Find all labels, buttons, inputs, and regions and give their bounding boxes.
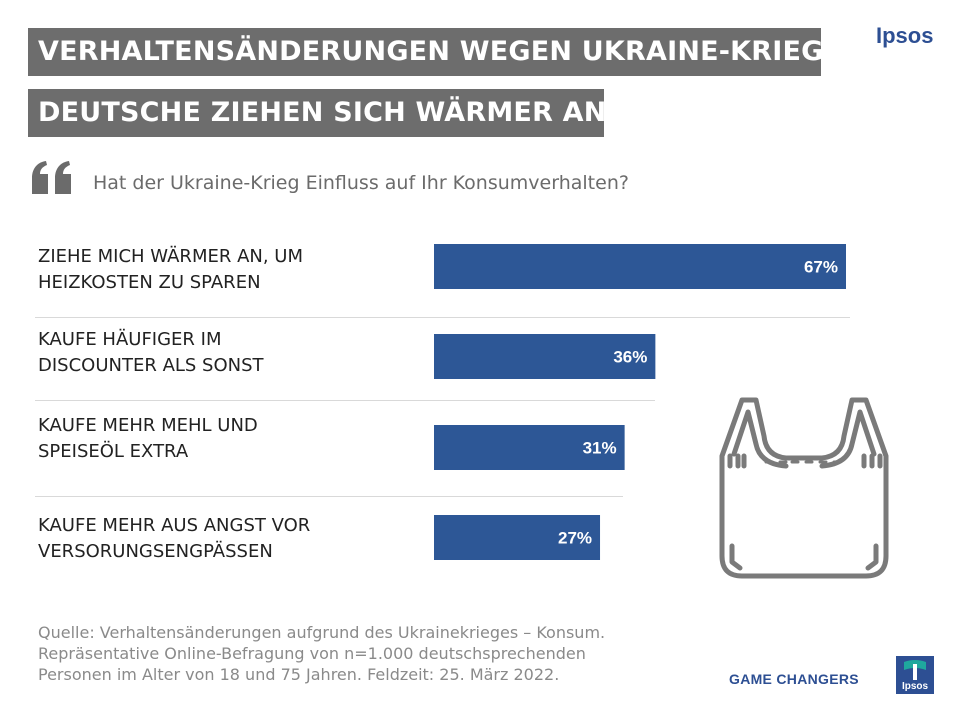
bar-value-label-4: 27% (558, 529, 592, 548)
category-label-1: ZIEHE MICH WÄRMER AN, UM HEIZKOSTEN ZU S… (38, 244, 418, 296)
title-line-1: VERHALTENSÄNDERUNGEN WEGEN UKRAINE-KRIEG (28, 28, 823, 76)
ipsos-logo-icon: Ipsos (896, 656, 934, 694)
bar-value-label-1: 67% (804, 258, 838, 277)
row-divider-1 (35, 317, 850, 318)
survey-question: Hat der Ukraine-Krieg Einfluss auf Ihr K… (93, 172, 629, 194)
category-label-3: KAUFE MEHR MEHL UND SPEISEÖL EXTRA (38, 413, 418, 465)
category-label-2-line1: KAUFE HÄUFIGER IM (38, 329, 222, 350)
source-note: Quelle: Verhaltensänderungen aufgrund de… (38, 622, 678, 685)
category-label-4: KAUFE MEHR AUS ANGST VOR VERSORUNGSENGPÄ… (38, 513, 418, 565)
bar-2 (434, 334, 656, 379)
ipsos-logo-label: Ipsos (902, 681, 929, 692)
bar-value-label-3: 31% (583, 439, 617, 458)
category-label-1-line1: ZIEHE MICH WÄRMER AN, UM (38, 246, 303, 267)
source-line-2: Repräsentative Online-Befragung von n=1.… (38, 644, 586, 663)
title-line-2: DEUTSCHE ZIEHEN SICH WÄRMER AN (28, 89, 606, 137)
source-line-1: Quelle: Verhaltensänderungen aufgrund de… (38, 623, 606, 642)
category-label-2: KAUFE HÄUFIGER IM DISCOUNTER ALS SONST (38, 327, 418, 379)
bar-4 (434, 515, 601, 560)
category-label-3-line2: SPEISEÖL EXTRA (38, 441, 189, 462)
quote-icon (32, 161, 71, 194)
ipsos-logo-text: Ipsos (876, 23, 934, 48)
category-label-4-line2: VERSORUNGSENGPÄSSEN (38, 541, 273, 562)
shopping-bag-icon (719, 397, 889, 579)
category-label-1-line2: HEIZKOSTEN ZU SPAREN (38, 272, 261, 293)
row-divider-2 (35, 400, 655, 401)
bar-3 (434, 425, 625, 470)
bar-1 (434, 244, 846, 289)
source-line-3: Personen im Alter von 18 und 75 Jahren. … (38, 665, 560, 684)
row-divider-3 (35, 496, 623, 497)
category-label-4-line1: KAUFE MEHR AUS ANGST VOR (38, 515, 311, 536)
category-label-2-line2: DISCOUNTER ALS SONST (38, 355, 264, 376)
category-label-3-line1: KAUFE MEHR MEHL UND (38, 415, 258, 436)
game-changers-tagline: GAME CHANGERS (729, 671, 859, 687)
bar-value-label-2: 36% (613, 348, 647, 367)
